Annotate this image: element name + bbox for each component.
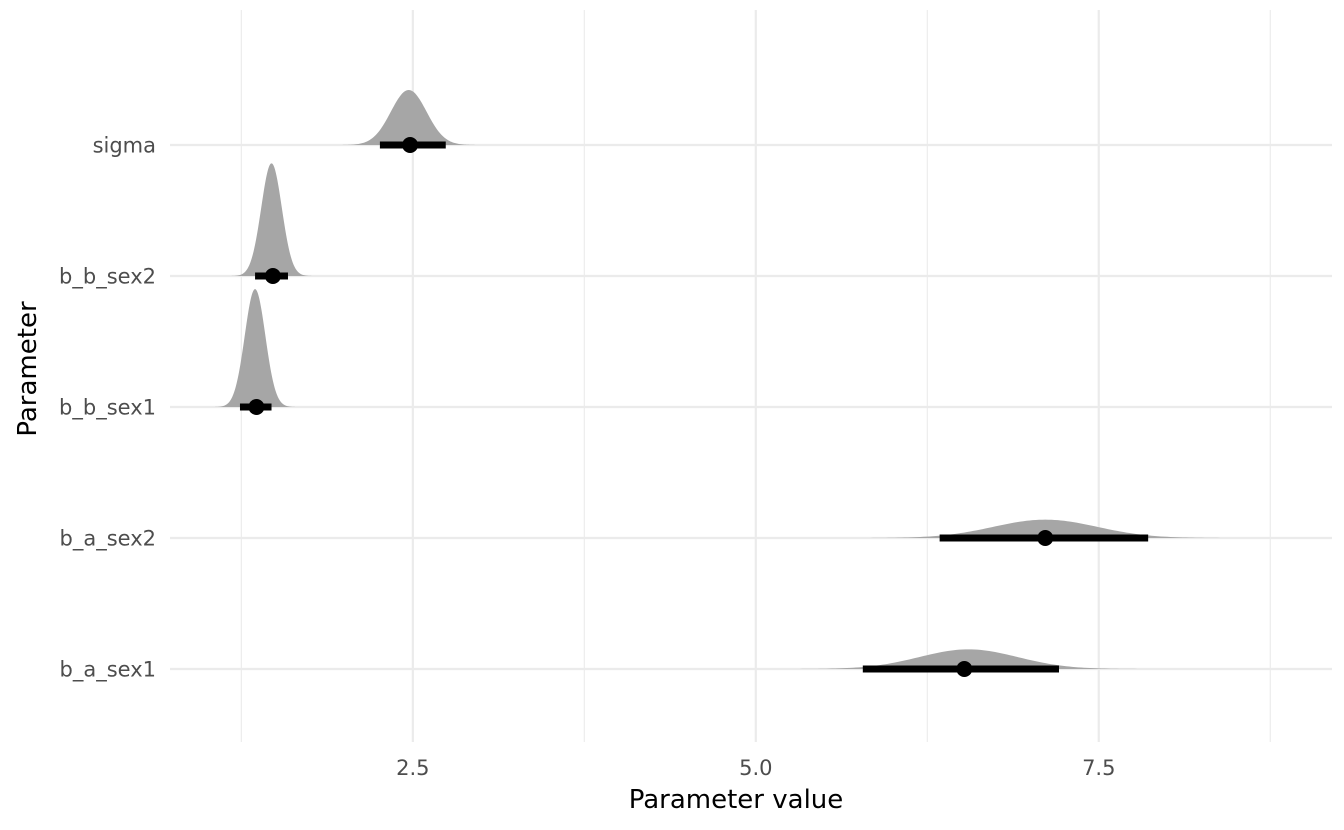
y-tick-label-sigma: sigma — [93, 134, 156, 158]
density-sigma — [333, 89, 484, 145]
point-b_b_sex1 — [248, 399, 265, 415]
density-b_b_sex1 — [211, 289, 299, 407]
point-sigma — [402, 137, 419, 153]
point-b_a_sex1 — [956, 661, 973, 677]
density-b_a_sex1 — [761, 649, 1176, 669]
density-layer — [211, 89, 1265, 669]
interval-layer — [239, 137, 1149, 677]
x-tick-label: 2.5 — [396, 756, 429, 780]
density-b_b_sex2 — [228, 163, 315, 276]
y-tick-label-b_a_sex2: b_a_sex2 — [60, 527, 156, 552]
y-axis-title: Parameter — [13, 301, 43, 437]
y-tick-label-b_b_sex1: b_b_sex1 — [59, 396, 156, 421]
density-b_a_sex2 — [826, 519, 1265, 538]
y-tick-label-b_b_sex2: b_b_sex2 — [59, 265, 156, 290]
y-tick-labels: sigma b_b_sex2 b_b_sex1 b_a_sex2 b_a_sex1 — [59, 134, 156, 683]
x-tick-label: 7.5 — [1082, 756, 1115, 780]
x-axis-title: Parameter value — [629, 785, 844, 815]
y-tick-label-b_a_sex1: b_a_sex1 — [60, 658, 156, 683]
grid-lines — [170, 10, 1332, 742]
point-b_a_sex2 — [1037, 530, 1054, 546]
x-tick-labels: 2.5 5.0 7.5 — [396, 756, 1115, 780]
point-b_b_sex2 — [264, 268, 281, 284]
x-tick-label: 5.0 — [739, 756, 772, 780]
